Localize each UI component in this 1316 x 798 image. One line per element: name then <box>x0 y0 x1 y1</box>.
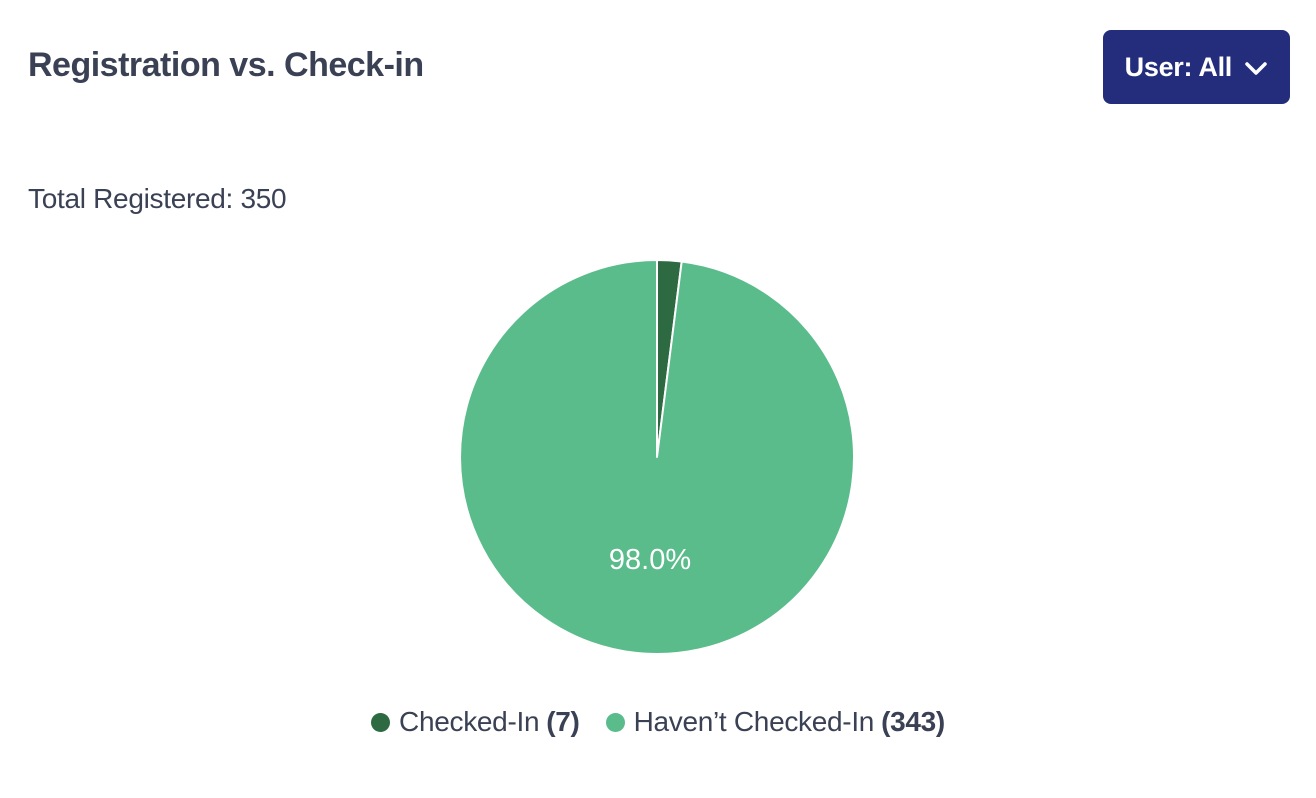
legend-label: Haven’t Checked-In <box>633 706 875 737</box>
chevron-down-icon <box>1244 61 1268 77</box>
legend-item-checked-in[interactable]: Checked-In (7) <box>371 706 580 738</box>
legend-item-havent-checked-in[interactable]: Haven’t Checked-In (343) <box>605 706 945 738</box>
havent-checked-in-swatch-icon <box>605 712 625 732</box>
pie-chart: 98.0% <box>457 257 857 657</box>
chart-legend: Checked-In (7) Haven’t Checked-In (343) <box>0 700 1316 744</box>
pie-slice-haven-t-checked-in[interactable] <box>459 259 855 655</box>
checked-in-swatch-icon <box>371 712 391 732</box>
page-title: Registration vs. Check-in <box>28 46 424 84</box>
user-filter-label: User: All <box>1124 51 1233 82</box>
legend-label: Checked-In <box>399 706 540 737</box>
total-registered-text: Total Registered: 350 <box>28 183 287 214</box>
legend-count: (343) <box>881 706 945 737</box>
user-filter-dropdown[interactable]: User: All <box>1102 30 1290 104</box>
pie-percentage-label: 98.0% <box>609 544 691 576</box>
legend-count: (7) <box>546 706 580 737</box>
